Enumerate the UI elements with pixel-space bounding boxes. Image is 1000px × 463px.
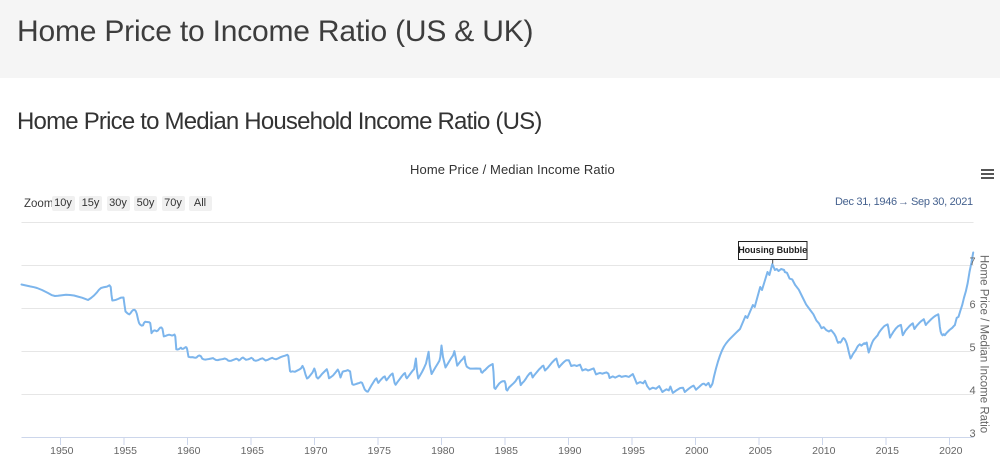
svg-text:1985: 1985 (495, 445, 519, 457)
svg-text:1955: 1955 (114, 445, 138, 457)
svg-text:Home Price / Median Income Rat: Home Price / Median Income Ratio (978, 255, 990, 433)
svg-text:1995: 1995 (622, 445, 646, 457)
svg-text:1980: 1980 (431, 445, 455, 457)
svg-text:2010: 2010 (812, 445, 836, 457)
svg-text:1970: 1970 (304, 445, 328, 457)
svg-text:2015: 2015 (876, 445, 900, 457)
svg-text:1965: 1965 (241, 445, 265, 457)
svg-text:1960: 1960 (177, 445, 201, 457)
svg-text:4: 4 (970, 385, 976, 397)
svg-text:6: 6 (970, 299, 976, 311)
svg-text:1990: 1990 (558, 445, 582, 457)
svg-text:2000: 2000 (685, 445, 709, 457)
svg-text:Housing Bubble: Housing Bubble (738, 245, 807, 255)
svg-text:2005: 2005 (749, 445, 773, 457)
svg-text:2020: 2020 (939, 445, 963, 457)
svg-text:1950: 1950 (50, 445, 74, 457)
svg-text:7: 7 (970, 256, 976, 268)
svg-text:3: 3 (970, 428, 976, 440)
svg-text:1975: 1975 (368, 445, 392, 457)
svg-text:5: 5 (970, 342, 976, 354)
